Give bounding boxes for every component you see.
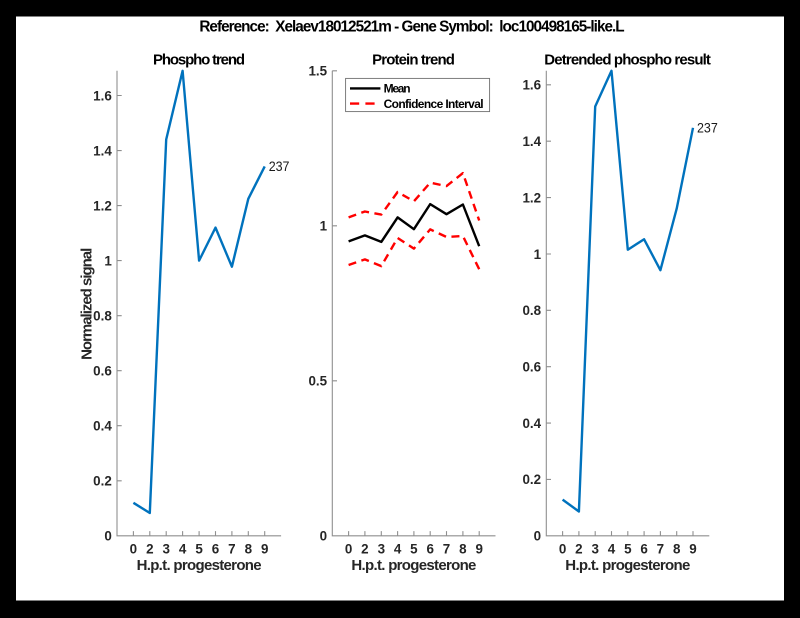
svg-text:0: 0 [320,529,327,544]
svg-text:8: 8 [673,542,681,557]
svg-text:1.2: 1.2 [522,190,541,205]
svg-text:8: 8 [245,542,253,557]
svg-text:7: 7 [657,542,664,557]
svg-text:Normalized signal: Normalized signal [79,248,96,360]
svg-text:9: 9 [261,542,268,557]
svg-text:1.6: 1.6 [522,78,541,93]
svg-text:Protein trend: Protein trend [372,52,455,69]
svg-text:0.8: 0.8 [93,309,112,324]
svg-text:1.5: 1.5 [308,64,327,79]
svg-text:237: 237 [269,159,290,174]
svg-text:3: 3 [378,542,385,557]
svg-text:2: 2 [575,542,582,557]
svg-text:5: 5 [410,542,418,557]
svg-text:6: 6 [426,542,433,557]
svg-text:0: 0 [130,542,137,557]
svg-text:2: 2 [361,542,368,557]
svg-text:Phospho trend: Phospho trend [153,52,245,69]
svg-text:9: 9 [689,542,696,557]
svg-text:0.6: 0.6 [93,364,112,379]
svg-text:0: 0 [104,529,111,544]
svg-text:0: 0 [534,529,541,544]
svg-text:H.p.t. progesterone: H.p.t. progesterone [351,557,476,574]
svg-text:0: 0 [559,542,566,557]
svg-text:6: 6 [640,542,647,557]
svg-text:H.p.t. progesterone: H.p.t. progesterone [137,557,262,574]
svg-text:1.6: 1.6 [93,88,112,103]
svg-text:4: 4 [394,542,402,557]
svg-text:0.2: 0.2 [522,472,541,487]
svg-text:0: 0 [345,542,352,557]
svg-text:Reference: Xelaev18012521m -: Reference: Xelaev18012521m - Gene Symbol… [199,19,624,36]
svg-text:0.8: 0.8 [522,303,541,318]
svg-text:2: 2 [146,542,153,557]
svg-text:0.2: 0.2 [93,474,112,489]
svg-text:0.4: 0.4 [93,419,112,434]
svg-text:9: 9 [475,542,482,557]
svg-text:1.4: 1.4 [93,143,112,158]
svg-text:4: 4 [608,542,616,557]
svg-text:H.p.t. progesterone: H.p.t. progesterone [565,557,690,574]
svg-text:6: 6 [212,542,219,557]
svg-text:1.4: 1.4 [522,134,541,149]
svg-text:Mean: Mean [384,82,411,96]
svg-text:0.4: 0.4 [522,416,541,431]
svg-text:7: 7 [443,542,450,557]
svg-text:5: 5 [624,542,632,557]
svg-text:5: 5 [195,542,203,557]
svg-text:3: 3 [591,542,598,557]
svg-text:0.5: 0.5 [308,374,327,389]
svg-text:Detrended phospho result: Detrended phospho result [544,52,711,69]
svg-text:3: 3 [162,542,169,557]
svg-text:4: 4 [179,542,187,557]
svg-text:0.6: 0.6 [522,360,541,375]
svg-text:Confidence Interval: Confidence Interval [384,97,484,111]
svg-text:1: 1 [534,247,542,262]
svg-text:8: 8 [459,542,467,557]
svg-text:1: 1 [320,219,328,234]
svg-text:1: 1 [104,253,112,268]
svg-text:7: 7 [228,542,235,557]
svg-text:1.2: 1.2 [93,198,112,213]
svg-text:237: 237 [697,120,718,135]
